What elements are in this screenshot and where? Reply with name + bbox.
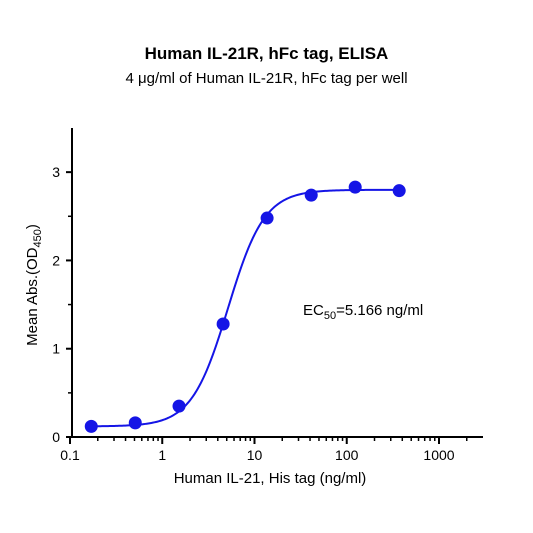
x-axis-label: Human IL-21, His tag (ng/ml): [174, 470, 367, 487]
data-point: [392, 184, 406, 198]
x-tick-label: 100: [335, 447, 359, 463]
x-axis-ticks: 0.1 1 10 100 1000: [60, 437, 468, 463]
x-tick-label: 1000: [423, 447, 454, 463]
data-point: [84, 419, 98, 433]
y-axis-label: Mean Abs.(OD450): [24, 224, 44, 346]
fit-curve: [91, 188, 400, 428]
ec50-annotation-subscript: 50: [324, 310, 336, 322]
ec50-annotation-main: EC: [303, 302, 324, 319]
x-tick-label: 10: [247, 447, 263, 463]
data-point: [172, 399, 186, 413]
y-axis-label-subscript: 450: [32, 229, 44, 247]
x-tick-label: 0.1: [60, 447, 80, 463]
chart-subtitle: 4 μg/ml of Human IL-21R, hFc tag per wel…: [125, 70, 408, 87]
data-point: [128, 416, 142, 430]
y-axis-ticks: 0 1 2 3: [52, 164, 72, 445]
y-tick-label: 0: [52, 429, 60, 445]
y-tick-label: 2: [52, 252, 60, 268]
data-point: [216, 317, 230, 331]
ec50-annotation: EC50=5.166 ng/ml: [303, 302, 423, 322]
data-point: [304, 188, 318, 202]
y-axis-label-main: Mean Abs.(OD: [24, 247, 41, 346]
ec50-annotation-value: =5.166 ng/ml: [336, 302, 423, 319]
chart-title: Human IL-21R, hFc tag, ELISA: [144, 44, 389, 63]
data-points: [84, 180, 406, 433]
data-point: [348, 180, 362, 194]
y-tick-label: 3: [52, 164, 60, 180]
x-tick-label: 1: [158, 447, 166, 463]
data-point: [260, 211, 274, 225]
y-axis-label-close: ): [24, 224, 41, 229]
y-tick-label: 1: [52, 341, 60, 357]
